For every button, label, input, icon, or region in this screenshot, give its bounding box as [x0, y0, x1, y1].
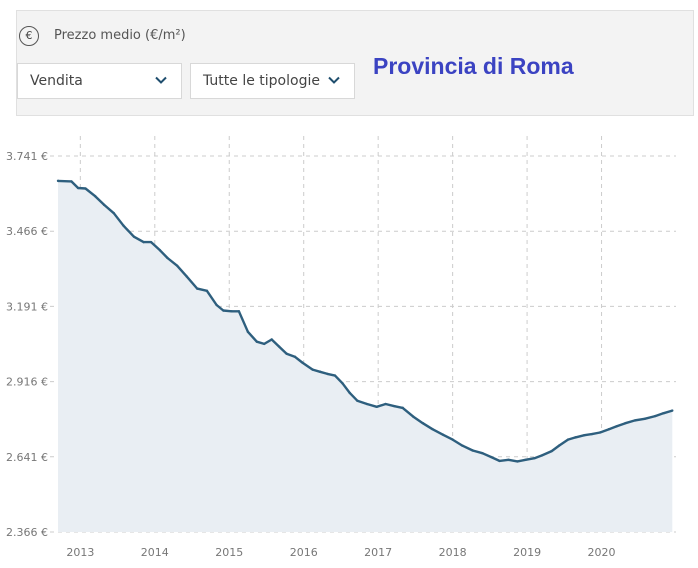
data-point — [196, 287, 199, 290]
data-point — [590, 432, 594, 436]
y-tick-label: 3.191 € — [6, 300, 48, 313]
data-point — [574, 436, 577, 439]
data-point — [175, 264, 179, 267]
x-tick-label: 2020 — [588, 546, 616, 559]
y-tick-label: 3.466 € — [6, 225, 48, 238]
data-point — [490, 455, 493, 459]
data-point — [318, 370, 322, 373]
y-tick-label: 2.916 € — [6, 376, 48, 389]
data-point — [132, 235, 136, 238]
y-tick-label: 3.741 € — [6, 150, 48, 163]
data-point — [516, 460, 519, 463]
price-chart: 2.366 € 2.641 € 2.916 € 3.191 € 3.466 € 3.741… — [6, 136, 676, 559]
data-point — [222, 309, 225, 312]
data-point — [348, 391, 352, 395]
chart-area-layer — [56, 179, 674, 532]
data-point — [615, 425, 618, 428]
data-point — [185, 275, 189, 278]
chevron-down-icon — [155, 76, 167, 84]
data-point — [263, 342, 266, 346]
data-point — [524, 458, 527, 462]
data-point — [122, 224, 125, 227]
data-point — [246, 330, 250, 334]
data-point — [94, 194, 97, 198]
data-point — [461, 444, 464, 447]
data-point — [384, 402, 387, 406]
data-point — [341, 382, 344, 385]
data-point — [56, 179, 60, 183]
data-point — [401, 406, 404, 410]
metric-label: Prezzo medio (€/m²) — [54, 28, 186, 43]
data-point — [441, 433, 445, 436]
data-point — [215, 303, 218, 307]
y-tick-label: 2.641 € — [6, 451, 48, 464]
data-point — [481, 452, 484, 455]
x-tick-label: 2014 — [141, 546, 169, 559]
x-tick-label: 2018 — [439, 546, 467, 559]
data-point — [643, 417, 646, 420]
data-point — [230, 310, 233, 313]
data-point — [333, 374, 337, 377]
data-point — [356, 399, 359, 402]
data-point — [270, 338, 273, 341]
data-point — [583, 433, 586, 437]
data-point — [662, 412, 665, 415]
data-point — [653, 414, 657, 418]
series-area — [58, 180, 673, 532]
x-tick-label: 2019 — [513, 546, 541, 559]
type-select[interactable]: Tutte le tipologie — [190, 63, 355, 99]
data-point — [533, 456, 536, 460]
region-title: Provincia di Roma — [373, 53, 574, 79]
data-point — [471, 449, 474, 452]
x-tick-label: 2013 — [66, 546, 94, 559]
data-point — [507, 458, 510, 462]
data-point — [237, 310, 241, 313]
data-point — [301, 361, 304, 364]
data-point — [411, 415, 415, 418]
data-point — [421, 421, 425, 425]
data-point — [255, 340, 259, 343]
data-point — [598, 431, 602, 434]
y-axis-labels: 2.366 € 2.641 € 2.916 € 3.191 € 3.466 € 3.741… — [6, 150, 48, 539]
x-axis-labels: 2013 2014 2015 2016 2017 2018 2019 2020 — [66, 546, 615, 559]
data-point — [671, 409, 674, 412]
data-point — [70, 180, 73, 183]
data-point — [311, 368, 314, 371]
data-point — [633, 419, 637, 422]
data-point — [365, 402, 369, 406]
data-point — [84, 187, 87, 190]
data-point — [451, 438, 454, 441]
data-point — [498, 459, 501, 463]
y-tick-label: 2.366 € — [6, 526, 48, 539]
data-point — [149, 240, 153, 244]
type-select-value: Tutte le tipologie — [203, 73, 320, 89]
data-point — [277, 345, 281, 348]
data-point — [142, 240, 145, 244]
contract-select-value: Vendita — [30, 73, 83, 89]
euro-circle-icon: € — [19, 26, 39, 46]
data-point — [326, 372, 329, 376]
data-point — [158, 249, 162, 252]
data-point — [166, 256, 169, 260]
data-point — [540, 454, 544, 457]
data-point — [293, 355, 296, 358]
data-point — [76, 186, 80, 190]
data-point — [431, 427, 434, 431]
contract-select[interactable]: Vendita — [17, 63, 182, 99]
data-point — [566, 438, 570, 441]
data-point — [285, 352, 288, 355]
data-point — [375, 405, 378, 408]
data-point — [550, 449, 553, 453]
x-tick-label: 2015 — [215, 546, 243, 559]
data-point — [205, 289, 209, 293]
data-point — [624, 421, 627, 425]
data-point — [607, 427, 611, 431]
x-tick-label: 2016 — [290, 546, 318, 559]
data-point — [557, 444, 561, 447]
data-point — [393, 405, 396, 408]
x-tick-label: 2017 — [364, 546, 392, 559]
chevron-down-icon — [328, 76, 340, 84]
data-point — [102, 203, 106, 207]
data-point — [112, 211, 116, 215]
